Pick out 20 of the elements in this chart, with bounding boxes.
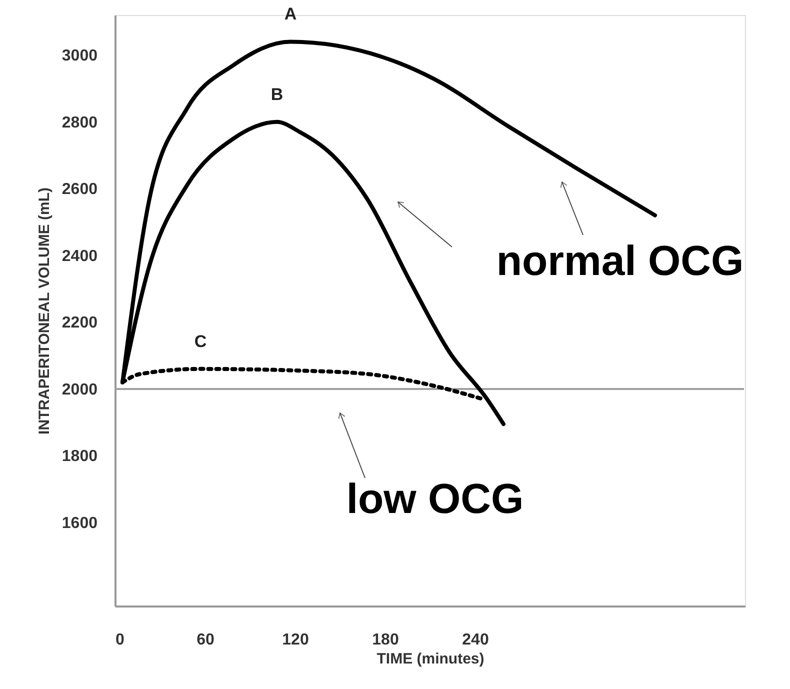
y-tick-label: 2600 xyxy=(62,181,98,198)
x-tick-label: 120 xyxy=(282,632,309,648)
x-tick-label: 180 xyxy=(372,632,399,648)
x-axis-title: TIME (minutes) xyxy=(376,650,484,668)
y-tick-label: 2200 xyxy=(62,314,98,332)
series-label: C xyxy=(194,332,207,351)
y-tick-label: 1800 xyxy=(62,448,98,466)
y-tick-label: 2800 xyxy=(62,114,98,132)
y-tick-label: 2000 xyxy=(62,381,98,398)
annotation: normal OCG xyxy=(496,237,744,284)
x-tick-label: 240 xyxy=(462,632,489,648)
y-tick-label: 3000 xyxy=(62,48,98,65)
x-tick-label: 60 xyxy=(196,632,214,648)
y-tick-label: 2400 xyxy=(62,248,98,265)
annotation: low OCG xyxy=(346,475,524,522)
series-label: B xyxy=(270,84,284,104)
y-axis-title: INTRAPERITONEAL VOLUME (mL) xyxy=(36,188,53,434)
y-tick-label: 1600 xyxy=(62,515,98,532)
series-label: A xyxy=(284,4,297,24)
x-tick-label: 0 xyxy=(116,632,124,648)
